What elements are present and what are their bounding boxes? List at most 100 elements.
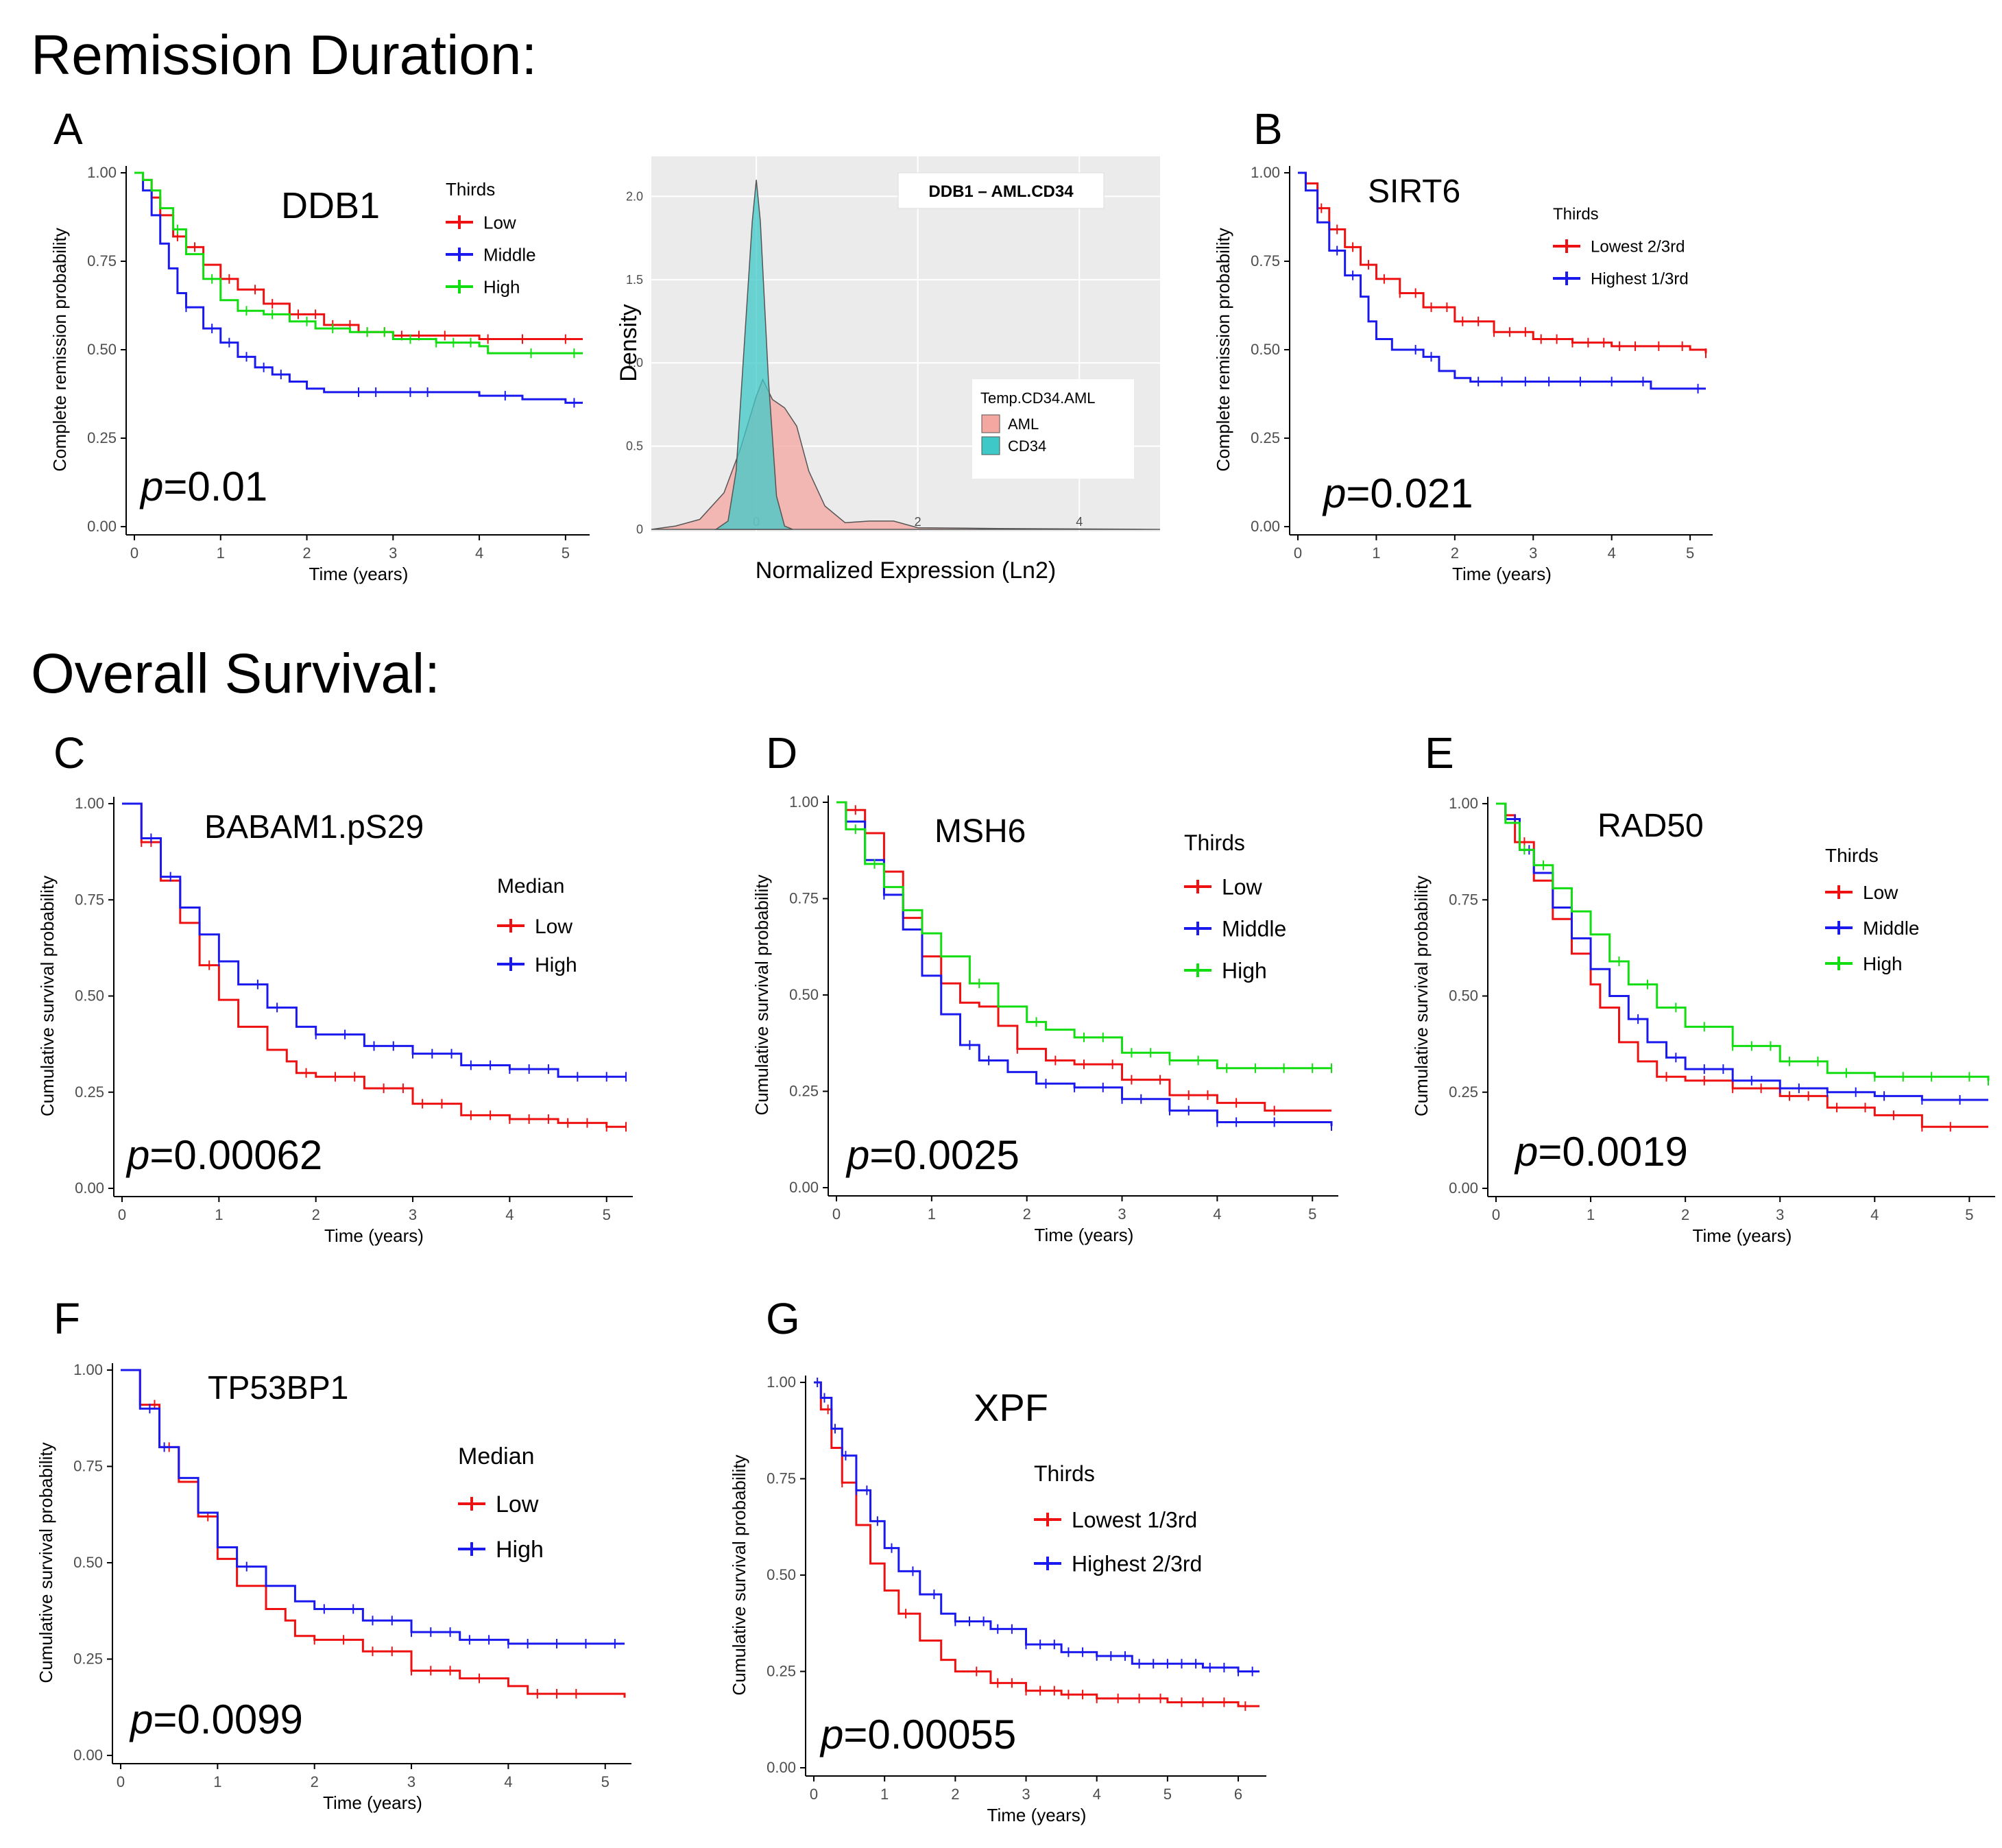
legend-label: High — [1222, 959, 1267, 983]
x-tick-label: 4 — [504, 1773, 512, 1790]
p-value-symbol: p — [845, 1132, 869, 1178]
x-tick-label: 4 — [1093, 1786, 1101, 1803]
p-value: p=0.00055 — [819, 1712, 1016, 1757]
y-tick-label: 0.50 — [87, 341, 117, 358]
y-tick-label: 0.75 — [73, 1458, 103, 1475]
x-tick-label: 1 — [880, 1786, 889, 1803]
density-title: DDB1 – AML.CD34 — [928, 182, 1074, 201]
x-tick-label: 4 — [1076, 515, 1083, 529]
km-curve-high — [121, 1369, 625, 1645]
legend: Thirds Low Middle High — [1825, 845, 1919, 974]
legend-label: Low — [483, 212, 516, 232]
x-tick-label: 1 — [215, 1206, 223, 1223]
panel-letter: F — [53, 1294, 80, 1343]
p-value-symbol: p — [125, 1132, 149, 1178]
p-value: p=0.01 — [139, 464, 267, 509]
legend-label: Low — [535, 915, 572, 938]
y-axis-title: Cumulative survival probability — [1411, 876, 1432, 1116]
x-tick-label: 2 — [1451, 544, 1459, 562]
legend: Thirds Lowest 2/3rd Highest 1/3rd — [1553, 205, 1689, 289]
legend-label: Middle — [1863, 917, 1919, 939]
x-axis-title: Time (years) — [987, 1805, 1087, 1825]
legend-title: Thirds — [1825, 845, 1879, 866]
x-tick-label: 2 — [915, 515, 921, 529]
remission-duration-title: Remission Duration: — [31, 24, 537, 86]
x-tick-label: 2 — [951, 1786, 959, 1803]
p-value-symbol: p — [1514, 1129, 1538, 1175]
legend-label: High — [483, 276, 520, 297]
y-tick-label: 0.00 — [1449, 1179, 1478, 1197]
p-value: p=0.0019 — [1514, 1129, 1688, 1175]
p-value: p=0.00062 — [125, 1132, 322, 1178]
p-value-number: =0.0025 — [869, 1132, 1020, 1178]
density-legend-swatch — [981, 414, 1000, 433]
p-value-symbol: p — [819, 1712, 843, 1757]
x-tick-label: 5 — [601, 1773, 610, 1790]
x-tick-label: 5 — [603, 1206, 611, 1223]
x-tick-label: 2 — [1681, 1206, 1689, 1223]
x-axis-title: Time (years) — [309, 564, 409, 584]
panel-letter: G — [766, 1294, 800, 1343]
p-value-symbol: p — [129, 1696, 153, 1742]
y-axis-title: Cumulative survival probability — [36, 1442, 56, 1683]
legend-label: Lowest 2/3rd — [1591, 238, 1685, 256]
chart-panel-a: A DDB1 0.00 0.25 0.50 0.75 1.00 0 1 2 3 4 5 Time (yea… — [49, 104, 590, 584]
y-tick-label: 0 — [636, 523, 643, 536]
x-tick-label: 3 — [389, 544, 397, 562]
density-area-aml — [651, 378, 1161, 530]
x-tick-label: 0 — [130, 544, 138, 562]
y-axis-title: Cumulative survival probability — [751, 874, 772, 1115]
x-tick-label: 4 — [1608, 544, 1616, 562]
legend-label: Low — [496, 1491, 539, 1517]
panel-letter: C — [53, 728, 85, 778]
x-axis-title: Time (years) — [1035, 1225, 1134, 1245]
p-value: p=0.0025 — [845, 1132, 1020, 1178]
km-curve-high — [836, 801, 1331, 1070]
y-tick-label: 1.00 — [1251, 164, 1280, 181]
y-tick-label: 0.00 — [789, 1179, 819, 1196]
x-tick-label: 2 — [1023, 1205, 1031, 1223]
y-axis-title: Density — [616, 304, 642, 381]
y-tick-label: 0.25 — [1449, 1083, 1478, 1101]
legend-label: High — [1863, 953, 1903, 974]
x-tick-label: 3 — [1529, 544, 1537, 562]
density-legend-label: CD34 — [1008, 437, 1046, 455]
legend-label: Low — [1222, 875, 1263, 900]
x-tick-label: 4 — [1870, 1206, 1879, 1223]
chart-panel-g: G XPF 0.00 0.25 0.50 0.75 1.00 0 1 2 3 4 5 6 Time (yea… — [729, 1294, 1266, 1825]
density-title-box — [897, 172, 1105, 209]
y-tick-label: 1.00 — [789, 793, 819, 811]
gene-title: XPF — [974, 1386, 1048, 1429]
x-axis-title: Normalized Expression (Ln2) — [756, 557, 1056, 584]
x-axis-title: Time (years) — [1452, 564, 1552, 584]
y-tick-label: 0.25 — [73, 1651, 103, 1668]
x-tick-label: 5 — [1308, 1205, 1316, 1223]
y-axis-title: Cumulative survival probability — [729, 1454, 749, 1695]
gene-title: RAD50 — [1597, 808, 1704, 844]
p-value-number: =0.00055 — [843, 1712, 1016, 1757]
x-tick-label: 0 — [810, 1786, 818, 1803]
y-tick-label: 0.25 — [75, 1083, 104, 1101]
x-tick-label: 3 — [1776, 1206, 1784, 1223]
x-tick-label: 4 — [475, 544, 483, 562]
y-tick-label: 1.5 — [626, 273, 643, 287]
p-value-number: =0.0099 — [153, 1696, 303, 1742]
legend-title: Median — [458, 1443, 535, 1469]
y-tick-label: 0.25 — [767, 1663, 796, 1680]
p-value: p=0.021 — [1322, 470, 1473, 516]
legend-label: Low — [1863, 882, 1898, 903]
gene-title: TP53BP1 — [208, 1370, 348, 1406]
density-legend-title: Temp.CD34.AML — [980, 389, 1096, 407]
x-tick-label: 1 — [1372, 544, 1380, 562]
y-tick-label: 0.5 — [626, 440, 643, 453]
y-tick-label: 1.00 — [73, 1361, 103, 1378]
y-tick-label: 1.00 — [87, 164, 117, 181]
x-tick-label: 3 — [1118, 1205, 1126, 1223]
y-tick-label: 0.25 — [87, 429, 117, 446]
km-curve-high — [1496, 802, 1990, 1081]
x-tick-label: 1 — [217, 544, 225, 562]
legend: Median Low High — [458, 1443, 544, 1563]
km-curve-highest-1-3rd — [1298, 171, 1706, 390]
x-tick-label: 2 — [302, 544, 311, 562]
y-tick-label: 0.50 — [1449, 987, 1478, 1005]
